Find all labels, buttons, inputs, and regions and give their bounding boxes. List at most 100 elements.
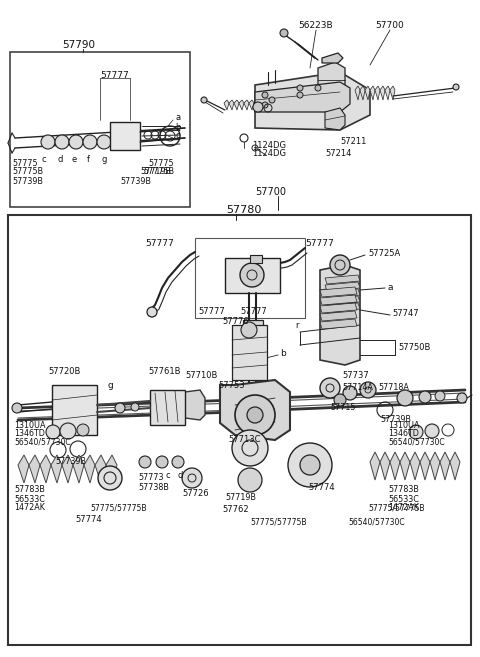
- Bar: [232, 325, 267, 380]
- Text: 1472AK: 1472AK: [388, 503, 419, 512]
- Circle shape: [247, 407, 263, 423]
- Circle shape: [409, 425, 423, 439]
- Polygon shape: [360, 86, 365, 100]
- Bar: [243, 355, 263, 375]
- Text: 1124DG: 1124DG: [252, 150, 286, 158]
- Text: 57783B: 57783B: [388, 486, 419, 495]
- Text: 57211: 57211: [340, 137, 366, 147]
- Circle shape: [453, 84, 459, 90]
- Circle shape: [300, 455, 320, 475]
- Circle shape: [97, 135, 111, 149]
- Text: 56540/57730C: 56540/57730C: [14, 438, 71, 447]
- Polygon shape: [254, 100, 259, 110]
- Text: 57783B: 57783B: [14, 486, 45, 495]
- Circle shape: [280, 29, 288, 37]
- Text: 57719B: 57719B: [140, 168, 171, 177]
- Polygon shape: [29, 455, 40, 483]
- Circle shape: [269, 97, 275, 103]
- Text: 57739B: 57739B: [120, 177, 151, 185]
- Text: b: b: [175, 122, 180, 131]
- Text: g: g: [108, 380, 114, 390]
- Circle shape: [360, 382, 376, 398]
- Text: d: d: [178, 472, 183, 480]
- Polygon shape: [255, 72, 370, 130]
- Circle shape: [457, 393, 467, 403]
- Text: 57739B: 57739B: [12, 177, 43, 185]
- Text: 57777: 57777: [100, 70, 129, 79]
- Polygon shape: [375, 86, 380, 100]
- Text: c: c: [165, 472, 169, 480]
- Polygon shape: [318, 62, 345, 98]
- Polygon shape: [325, 303, 360, 312]
- Circle shape: [334, 394, 346, 406]
- Text: 57710B: 57710B: [185, 371, 217, 380]
- Polygon shape: [244, 100, 249, 110]
- Bar: [225, 258, 280, 293]
- Text: 56540/57730C: 56540/57730C: [388, 438, 444, 447]
- Text: 56533C: 56533C: [14, 495, 45, 503]
- Text: a: a: [387, 283, 393, 292]
- Polygon shape: [380, 86, 385, 100]
- Circle shape: [240, 263, 264, 287]
- Text: 57737: 57737: [342, 371, 369, 380]
- Text: 57775B: 57775B: [12, 168, 43, 177]
- Polygon shape: [95, 455, 106, 483]
- Text: 57747: 57747: [392, 309, 419, 319]
- Circle shape: [46, 425, 60, 439]
- Bar: [110, 122, 140, 150]
- Text: a: a: [175, 114, 180, 122]
- Circle shape: [235, 395, 275, 435]
- Circle shape: [397, 390, 413, 406]
- Text: 57777: 57777: [305, 238, 334, 248]
- Circle shape: [201, 97, 207, 103]
- Text: 57777: 57777: [240, 307, 267, 317]
- Text: 1346TD: 1346TD: [14, 428, 45, 438]
- Polygon shape: [320, 311, 357, 321]
- Polygon shape: [220, 380, 290, 440]
- Bar: [243, 320, 263, 335]
- Circle shape: [297, 85, 303, 91]
- Polygon shape: [322, 53, 343, 63]
- Text: 56223B: 56223B: [298, 20, 333, 30]
- Bar: [8, 215, 471, 645]
- Circle shape: [262, 102, 268, 108]
- Circle shape: [172, 456, 184, 468]
- Polygon shape: [73, 455, 84, 483]
- Circle shape: [139, 456, 151, 468]
- Polygon shape: [84, 455, 95, 483]
- Circle shape: [238, 468, 262, 492]
- Circle shape: [115, 403, 125, 413]
- Text: 57762: 57762: [222, 505, 249, 514]
- Polygon shape: [325, 282, 360, 291]
- Circle shape: [156, 456, 168, 468]
- Text: 57753: 57753: [218, 380, 245, 390]
- Text: 56533C: 56533C: [388, 495, 419, 503]
- Circle shape: [98, 466, 122, 490]
- Polygon shape: [51, 455, 62, 483]
- Polygon shape: [320, 319, 357, 329]
- Circle shape: [343, 386, 357, 400]
- Circle shape: [69, 135, 83, 149]
- Polygon shape: [325, 289, 360, 298]
- Text: 57700: 57700: [255, 187, 286, 197]
- Text: 57214: 57214: [325, 150, 351, 158]
- Circle shape: [253, 102, 263, 112]
- Polygon shape: [450, 452, 460, 480]
- Polygon shape: [320, 303, 357, 313]
- Text: 57775/57775B: 57775/57775B: [250, 518, 307, 526]
- Circle shape: [419, 391, 431, 403]
- Circle shape: [435, 391, 445, 401]
- Circle shape: [131, 403, 139, 411]
- Text: 57790: 57790: [62, 40, 95, 50]
- Text: f: f: [87, 156, 90, 164]
- Text: 57713C: 57713C: [228, 436, 261, 445]
- Text: 57777: 57777: [145, 238, 174, 248]
- Circle shape: [41, 135, 55, 149]
- Polygon shape: [390, 86, 395, 100]
- Text: c: c: [175, 131, 180, 141]
- Text: e: e: [72, 156, 77, 164]
- Text: b: b: [280, 350, 286, 359]
- Polygon shape: [249, 100, 254, 110]
- Polygon shape: [325, 296, 360, 305]
- Text: 57776: 57776: [222, 317, 249, 327]
